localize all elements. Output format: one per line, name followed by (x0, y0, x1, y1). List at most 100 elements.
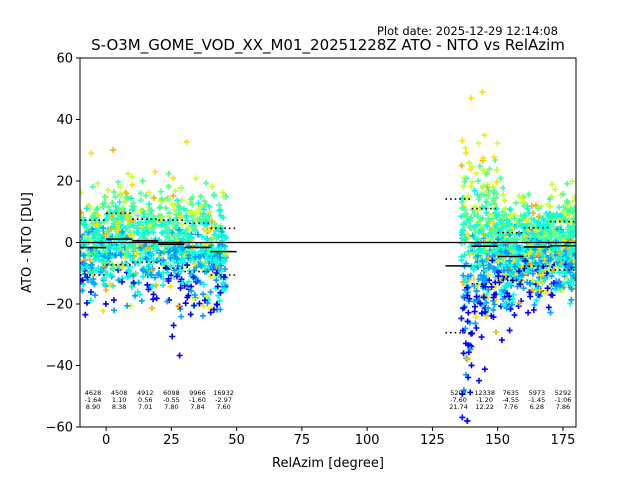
scatter-point (549, 181, 555, 188)
scatter-point (150, 194, 157, 201)
scatter-point (122, 260, 128, 267)
scatter-point (207, 289, 214, 295)
scatter-point (508, 301, 515, 308)
scatter-point (157, 204, 164, 211)
scatter-point (198, 233, 205, 240)
scatter-point (561, 210, 568, 217)
scatter-point (177, 230, 184, 237)
bin-std-label: 7.60 (216, 403, 230, 411)
scatter-point (187, 311, 194, 318)
scatter-point (167, 263, 174, 270)
scatter-point (534, 279, 541, 285)
scatter-point (115, 205, 122, 212)
scatter-point (137, 207, 144, 214)
scatter-point (178, 214, 184, 221)
x-tick-label: 50 (228, 433, 245, 448)
scatter-point (151, 274, 158, 281)
scatter-point (468, 183, 475, 190)
scatter-point (464, 230, 471, 237)
scatter-point (547, 309, 554, 316)
scatter-point (500, 296, 506, 303)
scatter-point (151, 223, 158, 230)
scatter-point (459, 195, 466, 202)
scatter-point (84, 225, 91, 232)
scatter-point (184, 294, 191, 301)
scatter-point (544, 201, 551, 208)
scatter-point (201, 206, 207, 213)
scatter-point (128, 231, 135, 238)
scatter-point (133, 250, 140, 256)
scatter-point (525, 191, 532, 198)
scatter-point (507, 206, 513, 213)
scatter-point (564, 275, 571, 281)
scatter-point (178, 313, 185, 320)
scatter-point (148, 272, 155, 278)
scatter-point (556, 250, 563, 257)
bin-mean-label: -4.55 (502, 396, 519, 404)
scatter-point (180, 206, 187, 212)
scatter-point (118, 251, 124, 258)
scatter-point (475, 140, 482, 147)
scatter-point (493, 250, 500, 257)
scatter-point (479, 258, 486, 265)
scatter-point (535, 214, 542, 221)
y-tick-label: 60 (56, 52, 73, 67)
scatter-point (170, 322, 177, 329)
scatter-point (143, 255, 150, 262)
scatter-point (465, 342, 472, 349)
scatter-point (463, 219, 470, 226)
scatter-point (150, 212, 157, 219)
scatter-point (472, 320, 479, 327)
scatter-point (207, 238, 213, 245)
scatter-point (564, 180, 571, 187)
scatter-point (92, 292, 99, 299)
scatter-point (485, 254, 492, 261)
scatter-point (498, 263, 505, 270)
scatter-point (80, 277, 86, 284)
scatter-point (540, 217, 547, 224)
scatter-point (219, 189, 226, 196)
bin-mean-label: -2.97 (215, 396, 232, 404)
scatter-point (165, 195, 171, 202)
y-tick-label: −40 (46, 359, 73, 374)
chart-title: S-O3M_GOME_VOD_XX_M01_20251228Z ATO - NT… (91, 36, 565, 55)
scatter-point (507, 261, 514, 268)
scatter-point (491, 154, 498, 161)
scatter-point (485, 305, 492, 312)
scatter-point (149, 250, 156, 257)
scatter-point (463, 150, 469, 156)
scatter-point (480, 262, 487, 269)
scatter-point (543, 228, 550, 235)
scatter-point (124, 274, 131, 281)
scatter-point (494, 140, 501, 147)
scatter-point (175, 302, 182, 309)
scatter-point (540, 235, 547, 242)
x-tick-label: 75 (294, 433, 311, 448)
scatter-point (495, 211, 502, 218)
scatter-point (466, 252, 473, 258)
x-tick-label: 0 (102, 433, 110, 448)
scatter-point (483, 236, 490, 243)
scatter-point (84, 274, 91, 281)
scatter-point (90, 234, 97, 241)
scatter-point (178, 221, 185, 228)
scatter-point (516, 300, 523, 307)
scatter-point (512, 199, 519, 206)
scatter-point (546, 210, 553, 217)
y-tick-label: −20 (46, 298, 73, 313)
scatter-point (536, 244, 543, 251)
scatter-point (495, 258, 502, 265)
scatter-point (468, 362, 475, 369)
bin-mean-label: -1.64 (85, 396, 102, 404)
scatter-point (178, 268, 185, 275)
scatter-point (475, 196, 482, 203)
scatter-point (204, 293, 211, 300)
scatter-point (535, 205, 542, 212)
scatter-point (166, 196, 173, 203)
scatter-point (105, 255, 112, 262)
scatter-point (527, 280, 534, 287)
scatter-point (462, 236, 469, 243)
scatter-point (563, 231, 569, 238)
scatter-point (213, 301, 220, 308)
